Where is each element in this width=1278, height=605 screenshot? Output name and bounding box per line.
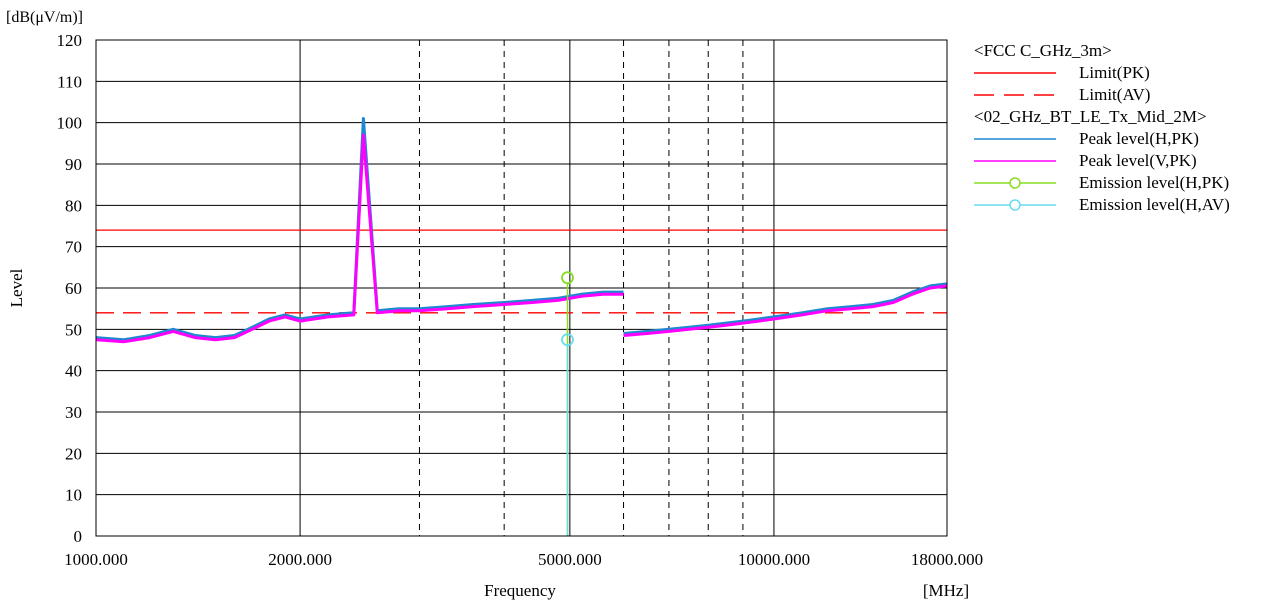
- series-peak-v: [95, 133, 624, 344]
- series-peak-h-2: [623, 282, 948, 335]
- y-tick-label: 90: [65, 155, 82, 174]
- x-tick-label: 5000.000: [538, 550, 602, 569]
- legend-group-header: <02_GHz_BT_LE_Tx_Mid_2M>: [974, 107, 1207, 126]
- y-tick-label: 110: [57, 72, 82, 91]
- emission-marker-em-h-pk: [561, 271, 574, 285]
- y-tick-label: 30: [65, 403, 82, 422]
- series-layer: [95, 117, 948, 536]
- legend-swatch-marker: [1009, 199, 1021, 211]
- y-tick-label: 20: [65, 444, 82, 463]
- legend-entry-label: Limit(PK): [1079, 63, 1150, 82]
- y-axis-title: Level: [7, 268, 26, 307]
- legend-entry-label: Limit(AV): [1079, 85, 1150, 104]
- y-tick-label: 40: [65, 362, 82, 381]
- legend-entry-label: Emission level(H,AV): [1079, 195, 1230, 214]
- legend-entry-label: Peak level(H,PK): [1079, 129, 1199, 148]
- y-tick-label: 80: [65, 196, 82, 215]
- x-tick-label: 1000.000: [64, 550, 128, 569]
- plot-frame: [95, 39, 948, 537]
- legend: <FCC C_GHz_3m> Limit(PK) Limit(AV) <02_GHz_…: [974, 41, 1230, 214]
- legend-entry-label: Emission level(H,PK): [1079, 173, 1229, 192]
- axis-layer: 0 10 20 30 40 50 60 70 80 90 100 110 120 1000.000 2000…: [57, 31, 984, 569]
- grid-layer: [96, 39, 947, 537]
- y-tick-label: 100: [57, 114, 83, 133]
- y-tick-label: 120: [57, 31, 83, 50]
- legend-swatch-marker: [1009, 177, 1021, 189]
- x-tick-label: 2000.000: [268, 550, 332, 569]
- x-tick-label: 18000.000: [911, 550, 983, 569]
- y-tick-label: 0: [74, 527, 83, 546]
- series-peak-v-2: [623, 284, 948, 337]
- legend-group-header: <FCC C_GHz_3m>: [974, 41, 1112, 60]
- y-tick-label: 60: [65, 279, 82, 298]
- legend-entry-label: Peak level(V,PK): [1079, 151, 1197, 170]
- x-unit-label: [MHz]: [923, 581, 969, 600]
- emission-marker-em-h-av: [561, 333, 574, 347]
- y-tick-label: 70: [65, 238, 82, 257]
- x-tick-label: 10000.000: [738, 550, 810, 569]
- y-unit-label: [dB(μV/m)]: [6, 9, 83, 26]
- x-axis-title: Frequency: [484, 581, 556, 600]
- y-tick-label: 10: [65, 486, 82, 505]
- y-tick-label: 50: [65, 320, 82, 339]
